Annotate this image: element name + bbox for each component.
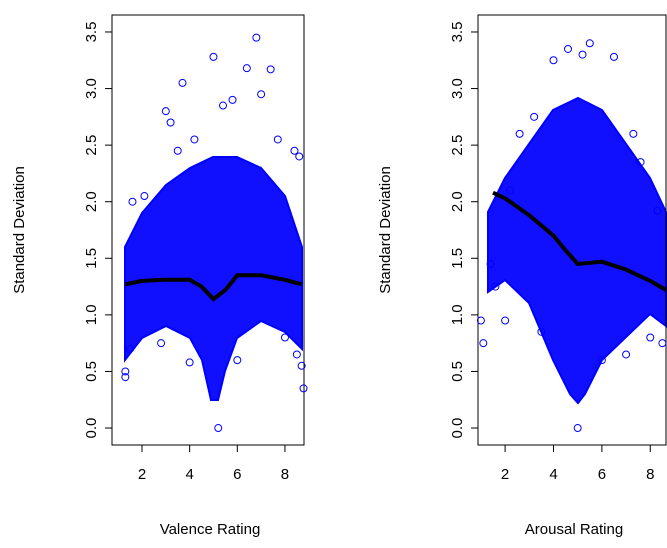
point <box>491 282 500 291</box>
y-tick-label: 3.0 <box>449 78 466 99</box>
point <box>530 112 539 121</box>
point <box>505 186 514 195</box>
point <box>479 339 488 348</box>
y-tick-label: 0.5 <box>83 361 100 382</box>
x-tick-label: 4 <box>549 466 557 483</box>
y-tick-label: 3.5 <box>449 22 466 43</box>
point <box>476 316 485 325</box>
point <box>209 52 218 61</box>
y-tick-label: 2.0 <box>83 191 100 212</box>
x-tick-label: 8 <box>646 466 654 483</box>
point <box>564 44 573 53</box>
point <box>573 424 582 433</box>
y-tick-label: 3.5 <box>83 22 100 43</box>
point <box>297 361 306 370</box>
x-tick-label: 6 <box>233 466 241 483</box>
point <box>537 327 546 336</box>
smooth-line <box>124 273 303 302</box>
point <box>121 367 130 376</box>
point <box>166 118 175 127</box>
smooth-line <box>492 190 667 292</box>
point <box>121 373 130 382</box>
point <box>578 50 587 59</box>
point <box>214 424 223 433</box>
point <box>140 192 149 201</box>
point <box>280 333 289 342</box>
plot-frame <box>477 14 667 446</box>
x-axis-label: Arousal Rating <box>525 521 623 538</box>
x-tick-label: 8 <box>281 466 289 483</box>
point <box>266 65 275 74</box>
point <box>515 129 524 138</box>
x-axis-label: Valence Rating <box>160 521 261 538</box>
point <box>299 384 308 393</box>
point-cloud <box>487 96 667 405</box>
y-tick-label: 2.0 <box>449 191 466 212</box>
point <box>161 107 170 116</box>
x-tick-label: 6 <box>598 466 606 483</box>
point-cloud <box>124 156 303 401</box>
point <box>273 135 282 144</box>
y-tick-label: 1.0 <box>449 304 466 325</box>
point <box>658 339 667 348</box>
point <box>585 39 594 48</box>
point <box>128 197 137 206</box>
y-tick-label: 3.0 <box>83 78 100 99</box>
point <box>653 206 662 215</box>
y-tick-label: 2.5 <box>83 135 100 156</box>
point <box>646 333 655 342</box>
x-tick-label: 2 <box>501 466 509 483</box>
point <box>126 344 135 353</box>
point <box>629 129 638 138</box>
y-axis-label: Standard Deviation <box>377 166 394 294</box>
point <box>190 135 199 144</box>
y-tick-label: 2.5 <box>449 135 466 156</box>
y-tick-label: 1.0 <box>83 304 100 325</box>
point <box>636 158 645 167</box>
y-tick-label: 1.5 <box>449 248 466 269</box>
point <box>228 95 237 104</box>
point <box>185 358 194 367</box>
point <box>257 90 266 99</box>
point <box>295 152 304 161</box>
point <box>173 146 182 155</box>
point <box>252 33 261 42</box>
point <box>609 52 618 61</box>
point <box>549 56 558 65</box>
y-tick-label: 0.5 <box>449 361 466 382</box>
point <box>157 339 166 348</box>
y-tick-label: 1.5 <box>83 248 100 269</box>
point <box>233 356 242 365</box>
y-tick-label: 0.0 <box>83 418 100 439</box>
point <box>292 350 301 359</box>
point <box>219 101 228 110</box>
point <box>290 146 299 155</box>
plot-frame <box>111 14 305 446</box>
y-axis-label: Standard Deviation <box>11 166 28 294</box>
point <box>501 316 510 325</box>
y-tick-label: 0.0 <box>449 418 466 439</box>
point <box>178 78 187 87</box>
point <box>597 356 606 365</box>
x-tick-label: 2 <box>138 466 146 483</box>
point <box>242 64 251 73</box>
point <box>622 350 631 359</box>
x-tick-label: 4 <box>185 466 193 483</box>
point <box>486 259 495 268</box>
